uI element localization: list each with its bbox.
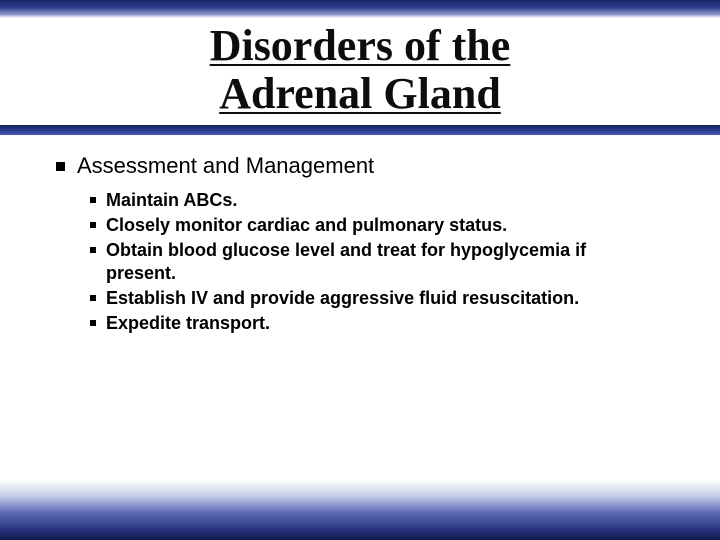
bottom-gradient-band <box>0 480 720 540</box>
square-bullet-icon <box>90 197 96 203</box>
list-item: Expedite transport. <box>90 312 672 335</box>
square-bullet-icon <box>90 320 96 326</box>
square-bullet-icon <box>90 295 96 301</box>
level2-text: Establish IV and provide aggressive flui… <box>106 287 579 310</box>
square-bullet-icon <box>56 162 65 171</box>
square-bullet-icon <box>90 222 96 228</box>
title-line-1: Disorders of the <box>0 22 720 70</box>
list-item: Closely monitor cardiac and pulmonary st… <box>90 214 672 237</box>
top-gradient-band <box>0 0 720 18</box>
bullet-level2-list: Maintain ABCs. Closely monitor cardiac a… <box>56 189 672 335</box>
content-area: Assessment and Management Maintain ABCs.… <box>0 135 720 335</box>
level2-text: Expedite transport. <box>106 312 270 335</box>
square-bullet-icon <box>90 247 96 253</box>
list-item: Maintain ABCs. <box>90 189 672 212</box>
title-line-2: Adrenal Gland <box>0 70 720 118</box>
level2-text: Maintain ABCs. <box>106 189 237 212</box>
title-divider <box>0 125 720 135</box>
list-item: Establish IV and provide aggressive flui… <box>90 287 672 310</box>
level1-text: Assessment and Management <box>77 153 374 179</box>
level2-text: Closely monitor cardiac and pulmonary st… <box>106 214 507 237</box>
bullet-level1: Assessment and Management <box>56 153 672 179</box>
list-item: Obtain blood glucose level and treat for… <box>90 239 672 285</box>
level2-text: Obtain blood glucose level and treat for… <box>106 239 606 285</box>
slide-title-block: Disorders of the Adrenal Gland <box>0 18 720 123</box>
